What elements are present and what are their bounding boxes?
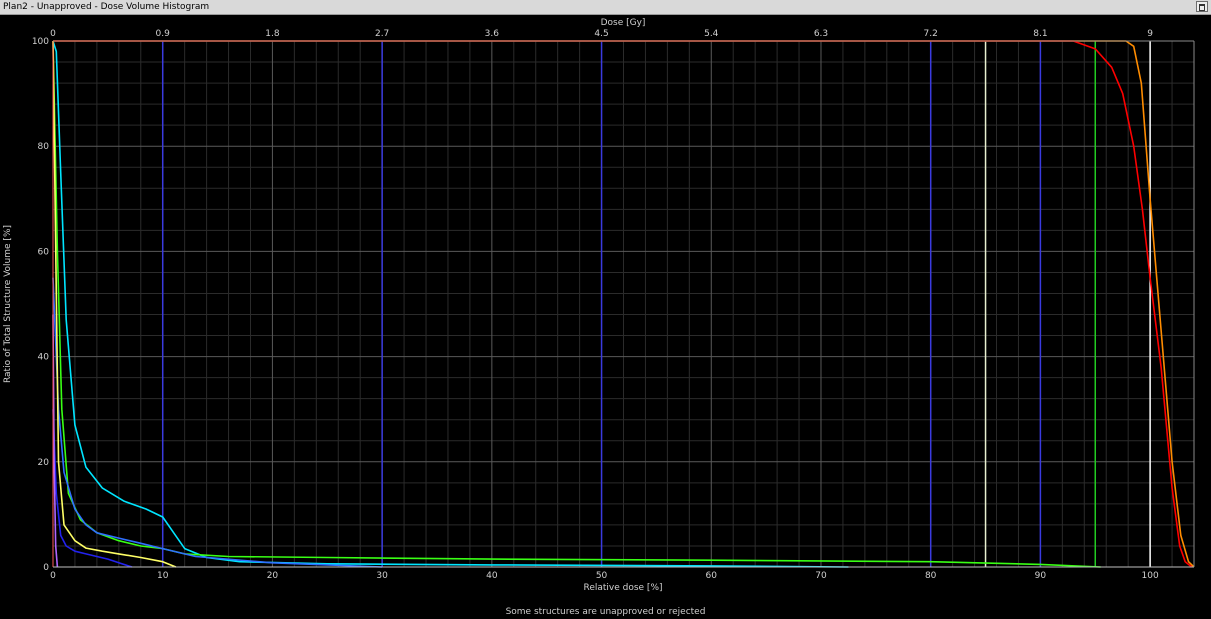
y-tick-label: 20 <box>38 458 50 468</box>
series-line-3 <box>52 40 849 568</box>
x2-tick-label: 6.3 <box>814 29 828 39</box>
y-tick-label: 40 <box>38 353 50 363</box>
minor-grid <box>53 41 1195 567</box>
x-tick-label: 70 <box>815 571 827 581</box>
x2-tick-label: 9 <box>1147 29 1153 39</box>
window-titlebar: Plan2 - Unapproved - Dose Volume Histogr… <box>0 0 1211 15</box>
x-tick-label: 60 <box>706 571 718 581</box>
x-tick-label: 40 <box>486 571 498 581</box>
x2-tick-label: 3.6 <box>485 29 500 39</box>
top-axis-label: Dose [Gy] <box>601 18 646 28</box>
axes <box>52 40 1195 568</box>
x-tick-label: 80 <box>925 571 937 581</box>
x2-tick-label: 0.9 <box>156 29 171 39</box>
reference-lines <box>161 41 1151 567</box>
x-tick-label: 30 <box>376 571 388 581</box>
series-line-8 <box>52 314 59 568</box>
y-tick-label: 80 <box>38 142 50 152</box>
y-axis-label: Ratio of Total Structure Volume [%] <box>3 225 13 383</box>
x-tick-label: 10 <box>157 571 169 581</box>
x-tick-label: 90 <box>1035 571 1047 581</box>
y-tick-label: 100 <box>32 37 49 47</box>
bottom-axis-label: Relative dose [%] <box>583 583 662 593</box>
x-tick-label: 50 <box>596 571 608 581</box>
x2-tick-label: 1.8 <box>265 29 280 39</box>
x2-tick-label: 7.2 <box>924 29 938 39</box>
x2-tick-label: 0 <box>50 29 56 39</box>
x2-tick-label: 4.5 <box>594 29 608 39</box>
series-line-5 <box>52 277 383 568</box>
dvh-series <box>52 40 1195 568</box>
y-tick-label: 0 <box>43 563 49 573</box>
x2-tick-label: 2.7 <box>375 29 389 39</box>
series-line-4 <box>52 40 1101 568</box>
series-line-7 <box>52 409 133 568</box>
series-line-6 <box>52 40 177 568</box>
window-title: Plan2 - Unapproved - Dose Volume Histogr… <box>3 2 210 12</box>
x-tick-label: 100 <box>1142 571 1159 581</box>
x2-tick-label: 5.4 <box>704 29 719 39</box>
series-line-2 <box>53 40 1193 568</box>
y-tick-label: 60 <box>38 247 50 257</box>
x-tick-label: 0 <box>50 571 56 581</box>
x2-tick-label: 8.1 <box>1033 29 1047 39</box>
maximize-icon[interactable] <box>1196 1 1208 12</box>
x-tick-label: 20 <box>267 571 279 581</box>
status-message: Some structures are unapproved or reject… <box>505 607 706 617</box>
